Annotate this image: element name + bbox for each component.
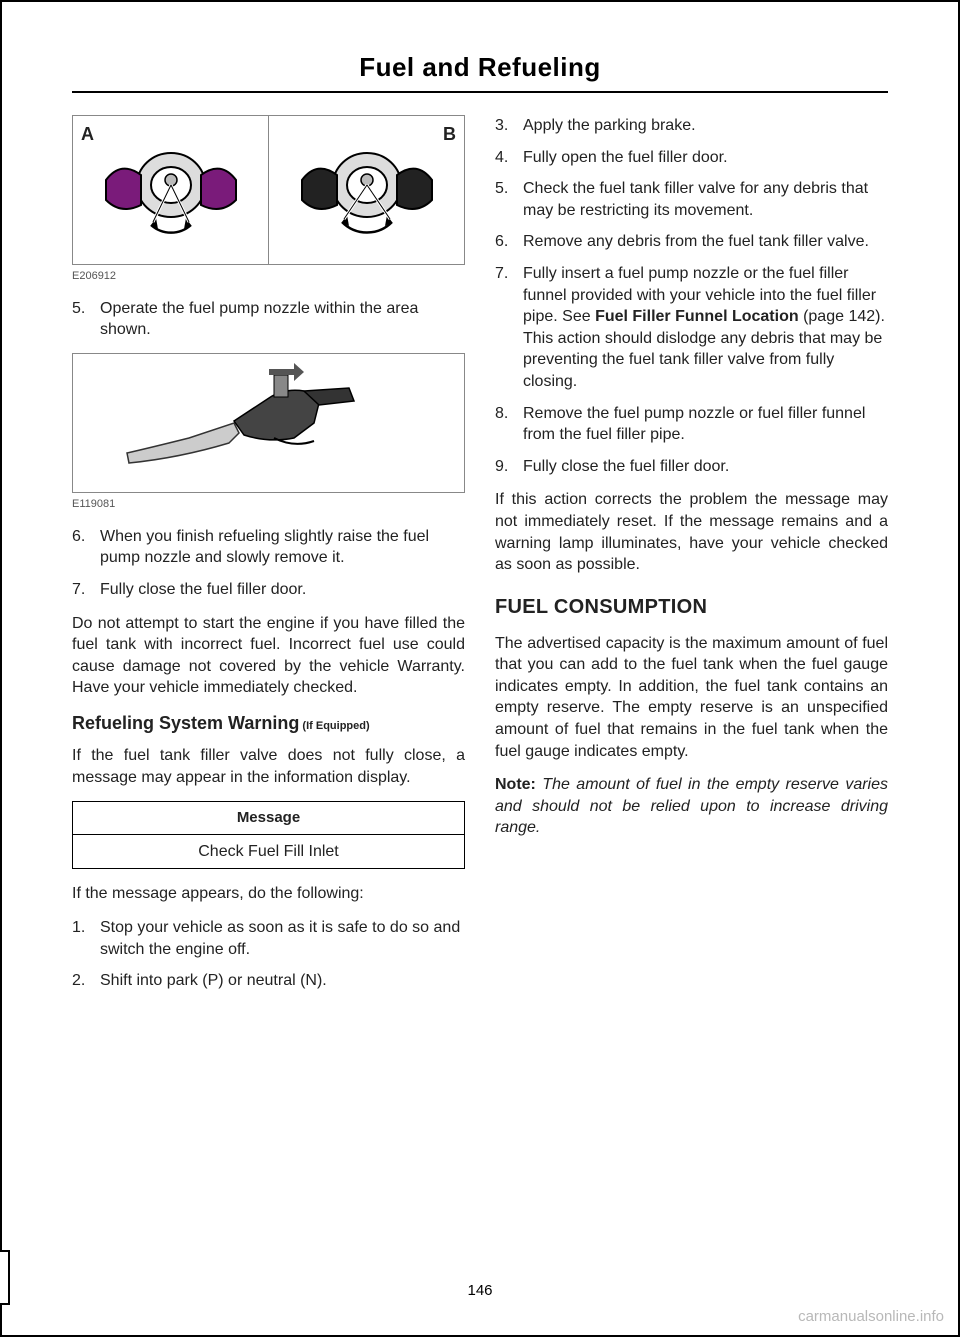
list-item: 5. Check the fuel tank filler valve for … <box>495 178 888 221</box>
step-list-2: 6. When you finish refueling slightly ra… <box>72 526 465 601</box>
step-list-1: 5. Operate the fuel pump nozzle within t… <box>72 298 465 341</box>
figure-code-2: E119081 <box>72 497 465 512</box>
list-item: 9. Fully close the fuel filler door. <box>495 456 888 478</box>
table-header: Message <box>73 801 465 834</box>
figure-nozzle-area: A B <box>72 115 465 265</box>
table-cell: Check Fuel Fill Inlet <box>73 834 465 869</box>
list-item: 1. Stop your vehicle as soon as it is sa… <box>72 917 465 960</box>
nozzle-diagram-a-icon <box>101 130 241 250</box>
two-column-layout: A B <box>72 115 888 1004</box>
list-item: 3. Apply the parking brake. <box>495 115 888 137</box>
fuel-pump-nozzle-icon <box>119 363 419 483</box>
list-item: 6. Remove any debris from the fuel tank … <box>495 231 888 253</box>
page-number: 146 <box>2 1282 958 1299</box>
watermark: carmanualsonline.info <box>798 1308 944 1325</box>
page-header: Fuel and Refueling <box>72 52 888 83</box>
warning-paragraph: Do not attempt to start the engine if yo… <box>72 613 465 699</box>
step-list-right: 3. Apply the parking brake. 4. Fully ope… <box>495 115 888 477</box>
info-paragraph: If the fuel tank filler valve does not f… <box>72 745 465 788</box>
list-item: 6. When you finish refueling slightly ra… <box>72 526 465 569</box>
instruction-paragraph: If the message appears, do the following… <box>72 883 465 905</box>
list-item: 5. Operate the fuel pump nozzle within t… <box>72 298 465 341</box>
figure-code-1: E206912 <box>72 269 465 284</box>
figure-panel-a <box>73 116 268 264</box>
note-paragraph: Note: The amount of fuel in the empty re… <box>495 774 888 839</box>
subheading-refueling-warning: Refueling System Warning (If Equipped) <box>72 711 465 735</box>
list-item: 8. Remove the fuel pump nozzle or fuel f… <box>495 403 888 446</box>
right-column: 3. Apply the parking brake. 4. Fully ope… <box>495 115 888 1004</box>
list-item: 2. Shift into park (P) or neutral (N). <box>72 970 465 992</box>
figure-pump-nozzle <box>72 353 465 493</box>
list-item: 7. Fully insert a fuel pump nozzle or th… <box>495 263 888 393</box>
list-item: 4. Fully open the fuel filler door. <box>495 147 888 169</box>
message-table: Message Check Fuel Fill Inlet <box>72 801 465 870</box>
list-item: 7. Fully close the fuel filler door. <box>72 579 465 601</box>
figure-panel-b <box>269 116 464 264</box>
left-column: A B <box>72 115 465 1004</box>
nozzle-diagram-b-icon <box>297 130 437 250</box>
heading-fuel-consumption: FUEL CONSUMPTION <box>495 594 888 621</box>
capacity-paragraph: The advertised capacity is the maximum a… <box>495 633 888 763</box>
result-paragraph: If this action corrects the problem the … <box>495 489 888 575</box>
step-list-3: 1. Stop your vehicle as soon as it is sa… <box>72 917 465 992</box>
header-rule <box>72 91 888 93</box>
manual-page: Fuel and Refueling A B <box>0 0 960 1337</box>
